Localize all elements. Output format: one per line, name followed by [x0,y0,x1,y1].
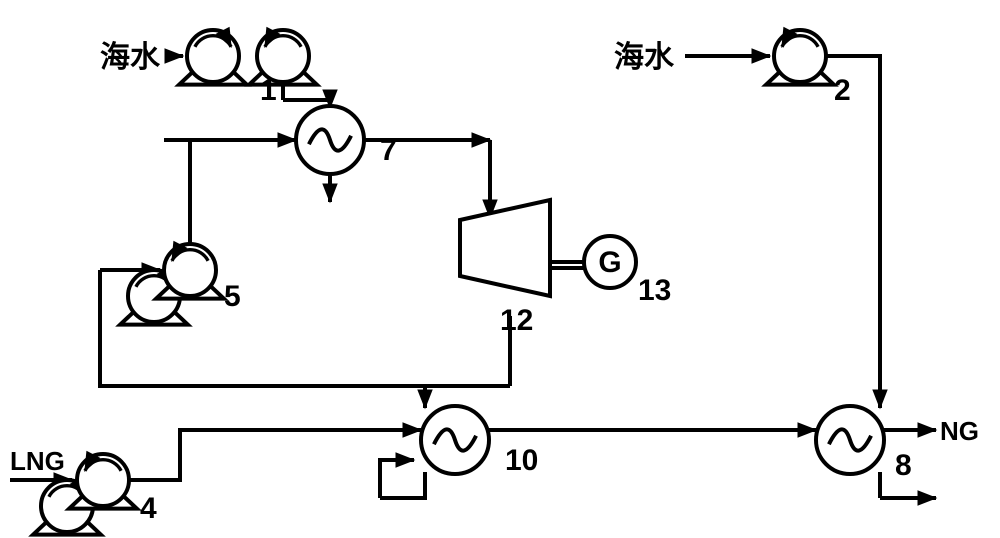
label-NG: NG [940,416,979,446]
generator-label: G [598,246,621,279]
label-n1: 1 [260,74,277,107]
pump-aux-1 [187,30,239,82]
pump-4 [77,454,129,506]
label-n5: 5 [224,280,241,313]
label-seawater: 海水 [614,41,675,74]
label-n10: 10 [505,444,538,477]
label-n8: 8 [895,449,912,482]
pump-2 [774,30,826,82]
label-LNG: LNG [10,446,65,476]
pump-5 [164,244,216,296]
turbine-12 [460,200,550,296]
label-n7: 7 [380,134,397,167]
label-n2: 2 [834,74,851,107]
label-seawater: 海水 [100,41,161,74]
label-n4: 4 [140,492,157,525]
label-n13: 13 [638,274,671,307]
label-n12: 12 [500,304,533,337]
